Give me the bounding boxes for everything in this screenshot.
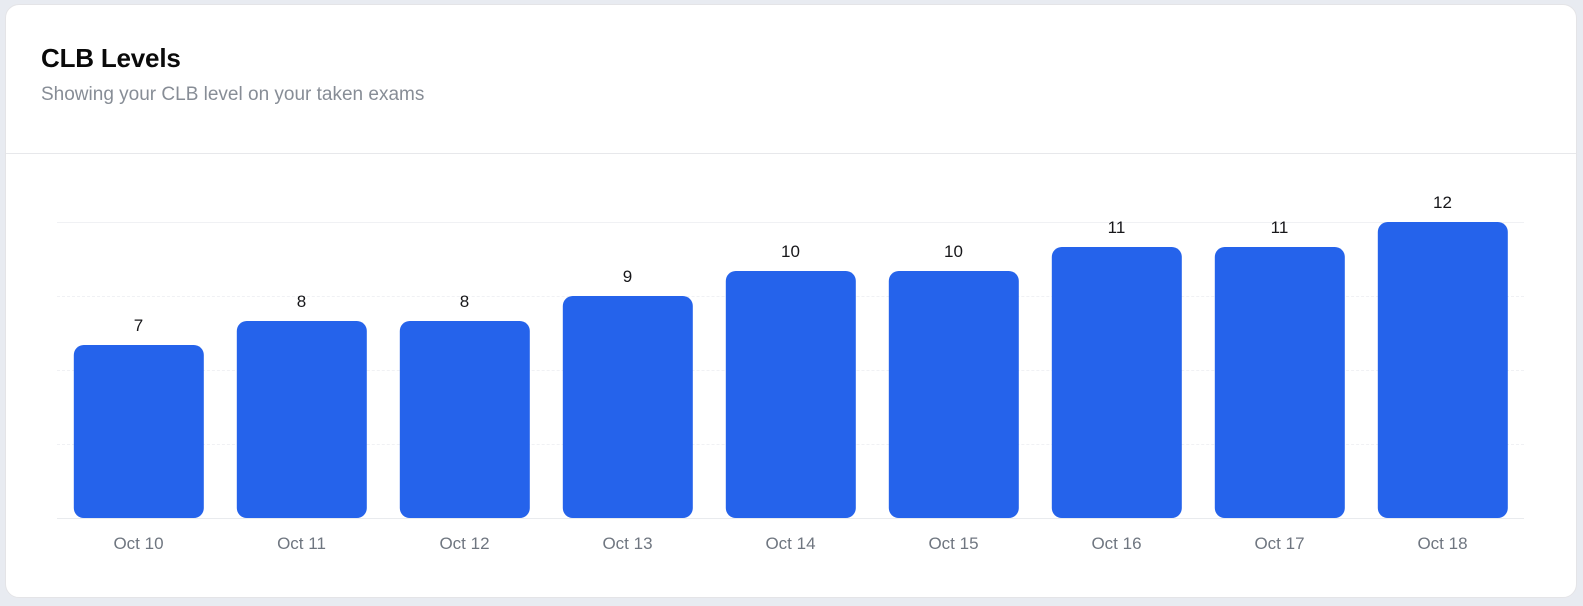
bar-oct-11[interactable] <box>236 320 367 518</box>
bar-slot-6: 11 <box>1035 219 1198 519</box>
bars-row: 7 8 8 9 10 10 11 11 12 <box>57 194 1524 519</box>
bar-slot-4: 10 <box>709 223 872 519</box>
bar-value-label: 8 <box>459 291 470 311</box>
bar-oct-10[interactable] <box>73 345 204 518</box>
x-axis-label: Oct 10 <box>113 534 164 553</box>
bar-oct-15[interactable] <box>888 271 1019 518</box>
bar-value-label: 8 <box>296 291 307 311</box>
bar-value-label: 11 <box>1107 217 1126 237</box>
bar-slot-5: 10 <box>872 223 1035 519</box>
x-axis-label: Oct 14 <box>765 534 816 553</box>
bar-value-label: 9 <box>622 267 633 286</box>
card-subtitle: Showing your CLB level on your taken exa… <box>41 84 425 106</box>
bar-value-label: 11 <box>1270 217 1289 237</box>
bar-oct-18[interactable] <box>1377 222 1508 518</box>
gridline-12 <box>57 222 1524 223</box>
card-header: CLB Levels Showing your CLB level on you… <box>6 5 1576 154</box>
x-axis-label: Oct 16 <box>1091 534 1142 553</box>
bar-slot-7: 11 <box>1198 219 1361 519</box>
x-axis: Oct 10 Oct 11 Oct 12 Oct 13 Oct 14 Oct 15 Oct … <box>57 519 1524 554</box>
bar-slot-8: 12 <box>1361 194 1524 519</box>
bar-oct-17[interactable] <box>1214 246 1345 518</box>
x-axis-label: Oct 18 <box>1417 534 1468 553</box>
x-axis-label: Oct 13 <box>602 534 653 553</box>
bar-oct-14[interactable] <box>725 271 856 518</box>
bar-value-label: 12 <box>1433 193 1452 212</box>
x-axis-label: Oct 15 <box>928 534 979 553</box>
bar-oct-12[interactable] <box>399 320 530 518</box>
bar-chart: 7 8 8 9 10 10 11 11 12 Oct 10 Oct 11 Oct 12 Oct 13 O… <box>6 194 1576 554</box>
plot-area: 7 8 8 9 10 10 11 11 12 <box>57 194 1524 519</box>
bar-slot-0: 7 <box>57 223 220 519</box>
x-axis-label: Oct 17 <box>1254 534 1305 553</box>
bar-value-label: 7 <box>133 316 144 336</box>
card-title: CLB Levels <box>41 43 181 73</box>
clb-levels-card: CLB Levels Showing your CLB level on you… <box>5 4 1577 598</box>
x-axis-label: Oct 12 <box>439 534 490 553</box>
bar-value-label: 10 <box>781 242 800 262</box>
bar-slot-2: 8 <box>383 223 546 519</box>
bar-slot-1: 8 <box>220 223 383 519</box>
bar-slot-3: 9 <box>546 223 709 519</box>
bar-value-label: 10 <box>944 242 963 262</box>
x-axis-label: Oct 11 <box>277 534 326 553</box>
gridline-0 <box>57 518 1524 519</box>
bar-oct-16[interactable] <box>1051 246 1182 518</box>
bar-oct-13[interactable] <box>562 296 693 518</box>
